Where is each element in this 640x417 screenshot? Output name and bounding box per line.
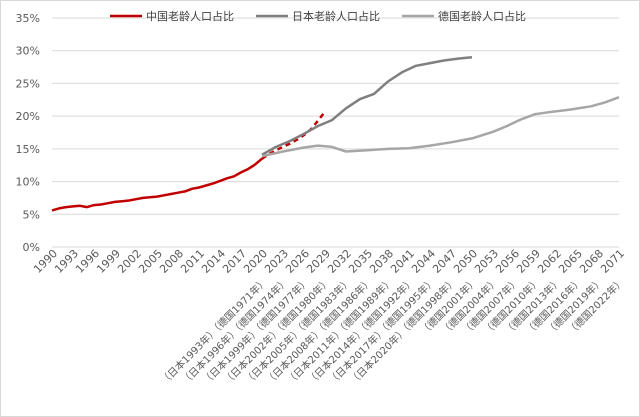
y-tick-label: 5% (23, 208, 40, 221)
y-tick-label: 20% (16, 110, 40, 123)
series-line (261, 96, 620, 158)
below-axis-labels: （日本1993年）（德国1971年）（日本1996年）（德国1974年）（日本1… (158, 275, 627, 387)
series-line (51, 157, 263, 212)
x-axis-ticks: 1990199319961999200220052008201120142017… (31, 247, 627, 276)
y-tick-label: 15% (16, 143, 40, 156)
series-lines (51, 56, 620, 212)
y-tick-label: 0% (23, 241, 40, 254)
legend: 中国老龄人口占比 日本老龄人口占比 德国老龄人口占比 (110, 9, 526, 23)
y-tick-label: 25% (16, 77, 40, 90)
gridlines (52, 17, 619, 248)
x-tick-label: 2071 (598, 247, 627, 276)
series-line (261, 56, 473, 156)
y-tick-label: 10% (16, 176, 40, 189)
y-axis-ticks: 0% 5% 10% 15% 20% 25% 30% 35% (16, 12, 40, 254)
legend-label-germany: 德国老龄人口占比 (438, 9, 526, 23)
legend-label-china: 中国老龄人口占比 (146, 9, 234, 23)
legend-label-japan: 日本老龄人口占比 (292, 9, 380, 23)
series-line (261, 110, 326, 160)
y-tick-label: 30% (16, 45, 40, 58)
y-tick-label: 35% (16, 12, 40, 25)
